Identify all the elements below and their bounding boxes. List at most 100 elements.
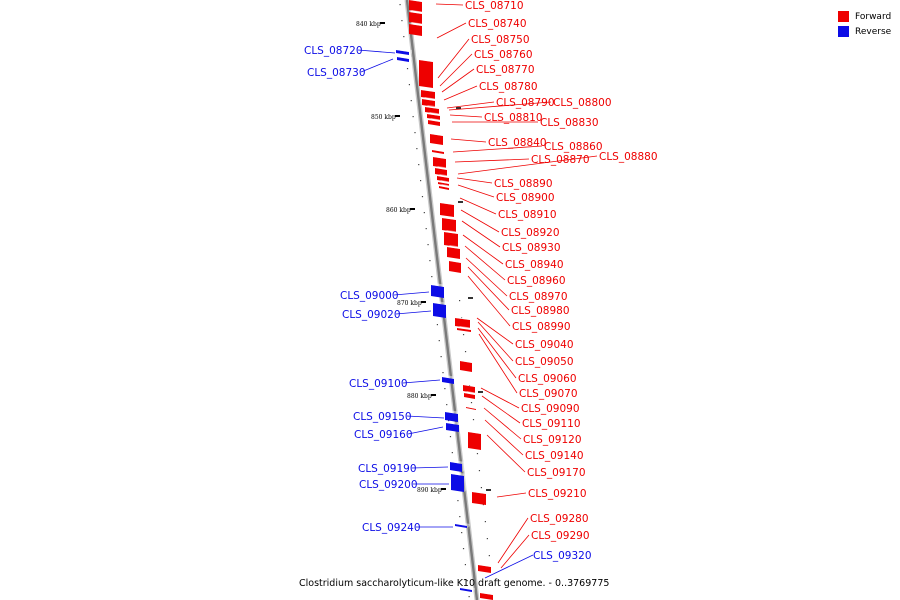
forward-gene [427,112,443,120]
reverse-connector [406,415,445,419]
forward-connector [443,85,478,101]
forward-gene [425,105,442,114]
scale-dot [429,260,431,262]
forward-gene-label: CLS_09280 [530,513,589,525]
reverse-connector [402,379,441,384]
scale-dot [468,385,471,387]
scale-dot [470,402,473,404]
forward-connector [483,407,522,440]
gene-top [438,180,452,184]
gene-top [478,563,494,567]
forward-gene [439,184,452,190]
scale-dot [406,68,409,70]
gene-face [442,377,454,384]
gene-side [444,150,447,154]
forward-gene-label: CLS_09110 [522,418,581,430]
gene-side [464,474,467,492]
forward-gene-label: CLS_08980 [511,305,570,317]
gene-side [459,423,462,432]
reverse-connector [395,310,432,315]
gene-top [449,259,464,263]
scale-dot [459,516,461,518]
scale-dot [440,356,442,358]
gene-face [447,247,460,259]
scale-dot [425,228,427,230]
gene-top [446,421,462,425]
forward-gene-label: CLS_08840 [488,137,547,149]
reverse-gene-label: CLS_09200 [359,479,418,491]
forward-gene [433,155,449,168]
gene-top [451,472,467,476]
gene-face [409,0,422,12]
gene-side [470,318,473,328]
gene-top [431,283,447,287]
scale-dot [462,334,465,336]
gene-side [458,412,461,422]
gene-top [439,184,452,188]
gene-face [409,12,422,24]
gene-side [440,120,443,126]
forward-gene [447,245,463,259]
gene-face [455,318,470,328]
scale-dot [461,532,463,534]
reverse-connector [357,49,396,54]
forward-gene [472,490,489,505]
forward-gene-label: CLS_08910 [498,209,557,221]
legend-label-forward: Forward [855,11,892,22]
gene-face [449,261,461,273]
forward-gene-label: CLS_09070 [519,388,578,400]
forward-gene [464,391,478,399]
forward-gene [438,180,452,186]
tick-label: 860 kbp [386,207,411,214]
gene-face [419,60,433,88]
gene-top [442,375,457,379]
gene-top [396,48,412,52]
gene-face [450,462,462,472]
forward-gene-label: CLS_08940 [505,259,564,271]
gene-face [427,114,440,120]
forward-connector [500,534,530,569]
reverse-gene-label: CLS_09190 [358,463,417,475]
gene-side [472,361,475,372]
reverse-gene-label: CLS_09150 [353,411,412,423]
forward-connector [446,101,495,109]
gene-top [409,22,425,26]
gene-face [425,107,439,114]
forward-connector [496,492,527,498]
gene-side [454,203,457,217]
forward-connector [459,197,497,215]
gene-side [449,182,452,186]
gene-side [443,134,446,145]
reverse-gene [433,301,449,318]
forward-connector [437,38,470,79]
gene-top [422,97,438,101]
forward-connector [449,114,483,118]
forward-connector [450,138,487,143]
scale-dot [444,388,446,390]
forward-gene [432,148,447,154]
gene-top [409,0,425,2]
gene-top [447,245,463,249]
forward-gene-label: CLS_08800 [553,97,612,109]
gene-face [432,150,444,154]
reverse-gene-label: CLS_09020 [342,309,401,321]
forward-gene [440,201,457,217]
reverse-gene [431,283,447,298]
gene-top [437,174,452,178]
gene-top [433,155,449,159]
scale-dot [462,548,465,550]
gene-side [435,99,438,107]
gene-face [435,168,447,176]
gene-face [455,524,467,528]
gene-side [449,176,452,182]
forward-gene-label: CLS_09210 [528,488,587,500]
forward-gene [460,359,475,372]
forward-gene [409,22,425,36]
forward-connector [480,387,520,409]
forward-gene [428,118,443,126]
forward-connector [448,101,552,111]
forward-gene [478,563,494,573]
forward-gene-label: CLS_08770 [476,64,535,76]
gene-top [421,88,438,92]
forward-connector [457,155,598,175]
